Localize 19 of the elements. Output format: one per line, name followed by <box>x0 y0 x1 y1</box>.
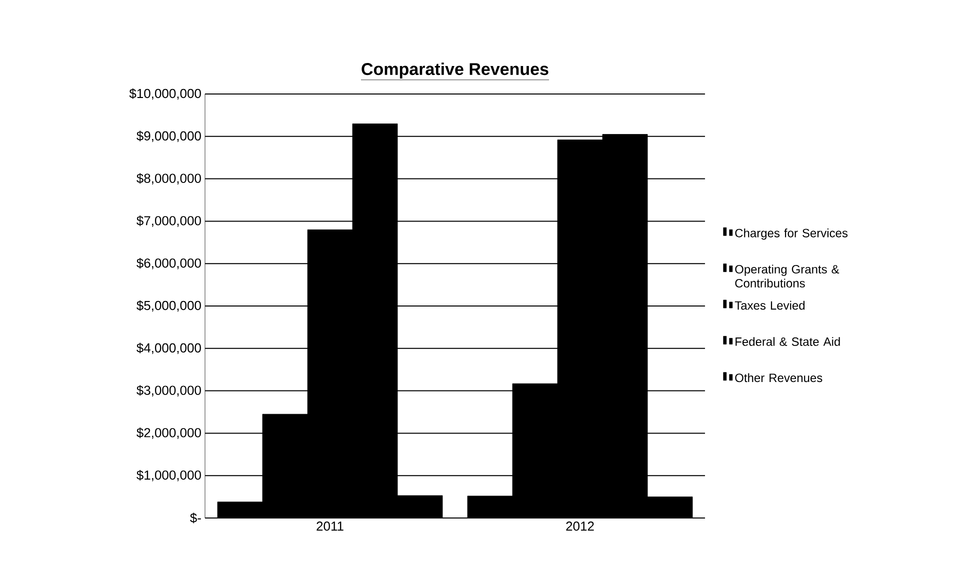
y-tick-label: $6,000,000 <box>136 258 201 270</box>
legend-label: Other Revenues <box>735 373 822 382</box>
y-tick-label: $4,000,000 <box>136 342 201 354</box>
y-tick-label: $10,000,000 <box>129 88 201 100</box>
y-tick-label: $9,000,000 <box>136 130 201 142</box>
x-tick-label: 2011 <box>316 522 344 531</box>
y-tick-label: $3,000,000 <box>136 385 201 396</box>
legend-label: Operating Grants & Contributions <box>735 264 840 288</box>
legend-label: Charges for Services <box>735 228 848 240</box>
y-tick-label: $- <box>190 512 201 524</box>
legend-label: Taxes Levied <box>734 300 805 310</box>
x-tick-label: 2012 <box>566 522 594 531</box>
y-tick-label: $8,000,000 <box>136 173 201 184</box>
y-tick-label: $2,000,000 <box>136 428 201 439</box>
y-tick-label: $5,000,000 <box>136 300 201 312</box>
y-tick-label: $7,000,000 <box>136 216 201 227</box>
y-tick-label: $1,000,000 <box>136 470 201 482</box>
chart-title: Comparative Revenues <box>362 62 548 78</box>
legend-label: Federal & State Aid <box>736 337 840 346</box>
